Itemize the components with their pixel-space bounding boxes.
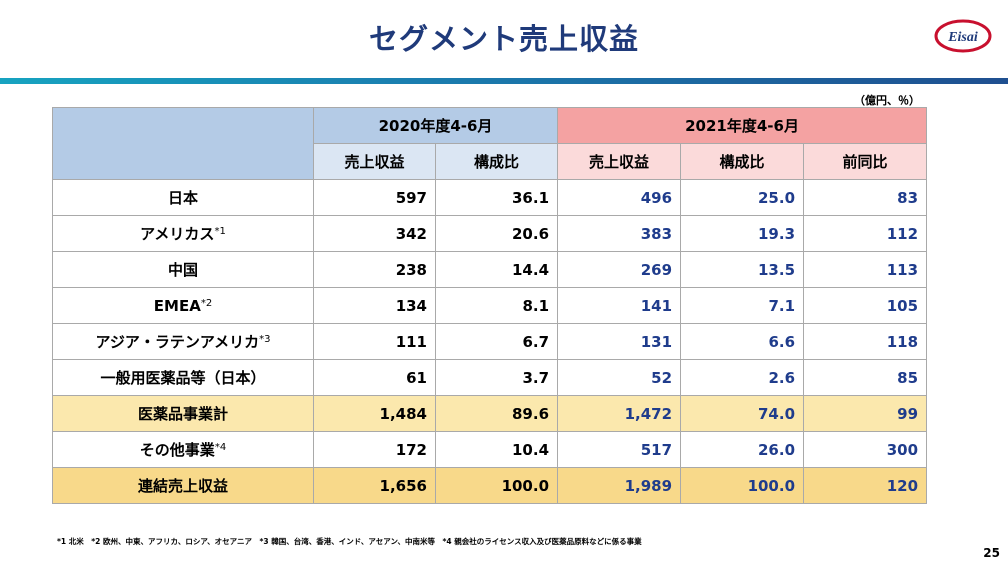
yoy-2021-cell: 99	[803, 395, 928, 432]
header-revenue-2021: 売上収益	[557, 143, 682, 180]
header-period-2021: 2021年度4-6月	[557, 107, 928, 144]
yoy-2021-cell: 85	[803, 359, 928, 396]
revenue-2021-cell: 52	[557, 359, 682, 396]
ratio-2020-cell: 100.0	[434, 467, 559, 504]
ratio-2020-cell: 89.6	[434, 395, 559, 432]
revenue-2020-cell: 342	[313, 215, 436, 252]
table-row-consumer-health-japan: 一般用医薬品等（日本） 61 3.7 52 2.6 85	[52, 359, 928, 396]
revenue-2020-cell: 172	[313, 431, 436, 468]
revenue-2021-cell: 131	[557, 323, 682, 360]
table-row-china: 中国 238 14.4 269 13.5 113	[52, 251, 928, 288]
revenue-2021-cell: 1,989	[557, 467, 682, 504]
ratio-2020-cell: 20.6	[434, 215, 559, 252]
ratio-2020-cell: 10.4	[434, 431, 559, 468]
revenue-2021-cell: 517	[557, 431, 682, 468]
revenue-2021-cell: 1,472	[557, 395, 682, 432]
eisai-logo: Eisai	[934, 19, 992, 53]
ratio-2020-cell: 3.7	[434, 359, 559, 396]
segment-revenue-table: 2020年度4-6月 2021年度4-6月 売上収益 構成比 売上収益 構成比 …	[52, 107, 928, 504]
ratio-2021-cell: 25.0	[680, 179, 805, 216]
ratio-2021-cell: 6.6	[680, 323, 805, 360]
header-period-2020: 2020年度4-6月	[312, 107, 559, 144]
yoy-2021-cell: 300	[803, 431, 928, 468]
ratio-2021-cell: 26.0	[680, 431, 805, 468]
page-number: 25	[983, 546, 1000, 560]
row-label: アジア・ラテンアメリカ*3	[52, 323, 314, 360]
yoy-2021-cell: 113	[803, 251, 928, 288]
revenue-2020-cell: 1,656	[313, 467, 436, 504]
row-label: 中国	[52, 251, 314, 288]
ratio-2021-cell: 19.3	[680, 215, 805, 252]
table-row-consolidated-total: 連結売上収益 1,656 100.0 1,989 100.0 120	[52, 467, 928, 504]
table-row-americas: アメリカス*1 342 20.6 383 19.3 112	[52, 215, 928, 252]
row-label: 日本	[52, 179, 314, 216]
table-row-asia-latin-america: アジア・ラテンアメリカ*3 111 6.7 131 6.6 118	[52, 323, 928, 360]
revenue-2021-cell: 383	[557, 215, 682, 252]
logo-text: Eisai	[947, 30, 978, 45]
row-label: 医薬品事業計	[52, 395, 314, 432]
ratio-2021-cell: 7.1	[680, 287, 805, 324]
row-label: EMEA*2	[52, 287, 314, 324]
row-label: 一般用医薬品等（日本）	[52, 359, 314, 396]
yoy-2021-cell: 118	[803, 323, 928, 360]
revenue-2020-cell: 1,484	[313, 395, 436, 432]
row-label: アメリカス*1	[52, 215, 314, 252]
ratio-2021-cell: 100.0	[680, 467, 805, 504]
unit-label: （億円、％）	[854, 94, 920, 107]
ratio-2020-cell: 14.4	[434, 251, 559, 288]
header-yoy-2021: 前同比	[803, 143, 928, 180]
revenue-2021-cell: 269	[557, 251, 682, 288]
revenue-2020-cell: 597	[313, 179, 436, 216]
ratio-2020-cell: 36.1	[434, 179, 559, 216]
yoy-2021-cell: 112	[803, 215, 928, 252]
revenue-2021-cell: 141	[557, 287, 682, 324]
row-label: 連結売上収益	[52, 467, 314, 504]
table-row-emea: EMEA*2 134 8.1 141 7.1 105	[52, 287, 928, 324]
header-revenue-2020: 売上収益	[313, 143, 436, 180]
table-row-pharma-subtotal: 医薬品事業計 1,484 89.6 1,472 74.0 99	[52, 395, 928, 432]
ratio-2021-cell: 13.5	[680, 251, 805, 288]
page-title: セグメント売上収益	[368, 22, 639, 56]
header-ratio-2021: 構成比	[680, 143, 805, 180]
yoy-2021-cell: 105	[803, 287, 928, 324]
revenue-2020-cell: 61	[313, 359, 436, 396]
ratio-2021-cell: 74.0	[680, 395, 805, 432]
header-divider	[0, 78, 1008, 84]
revenue-2020-cell: 238	[313, 251, 436, 288]
row-label: その他事業*4	[52, 431, 314, 468]
table-row-other-business: その他事業*4 172 10.4 517 26.0 300	[52, 431, 928, 468]
footnote: *1 北米 *2 欧州、中東、アフリカ、ロシア、オセアニア *3 韓国、台湾、香…	[57, 537, 642, 546]
ratio-2021-cell: 2.6	[680, 359, 805, 396]
ratio-2020-cell: 6.7	[434, 323, 559, 360]
ratio-2020-cell: 8.1	[434, 287, 559, 324]
header-blank-cell	[52, 107, 314, 180]
table-row-japan: 日本 597 36.1 496 25.0 83	[52, 179, 928, 216]
yoy-2021-cell: 120	[803, 467, 928, 504]
revenue-2020-cell: 111	[313, 323, 436, 360]
header-ratio-2020: 構成比	[434, 143, 559, 180]
revenue-2021-cell: 496	[557, 179, 682, 216]
yoy-2021-cell: 83	[803, 179, 928, 216]
revenue-2020-cell: 134	[313, 287, 436, 324]
